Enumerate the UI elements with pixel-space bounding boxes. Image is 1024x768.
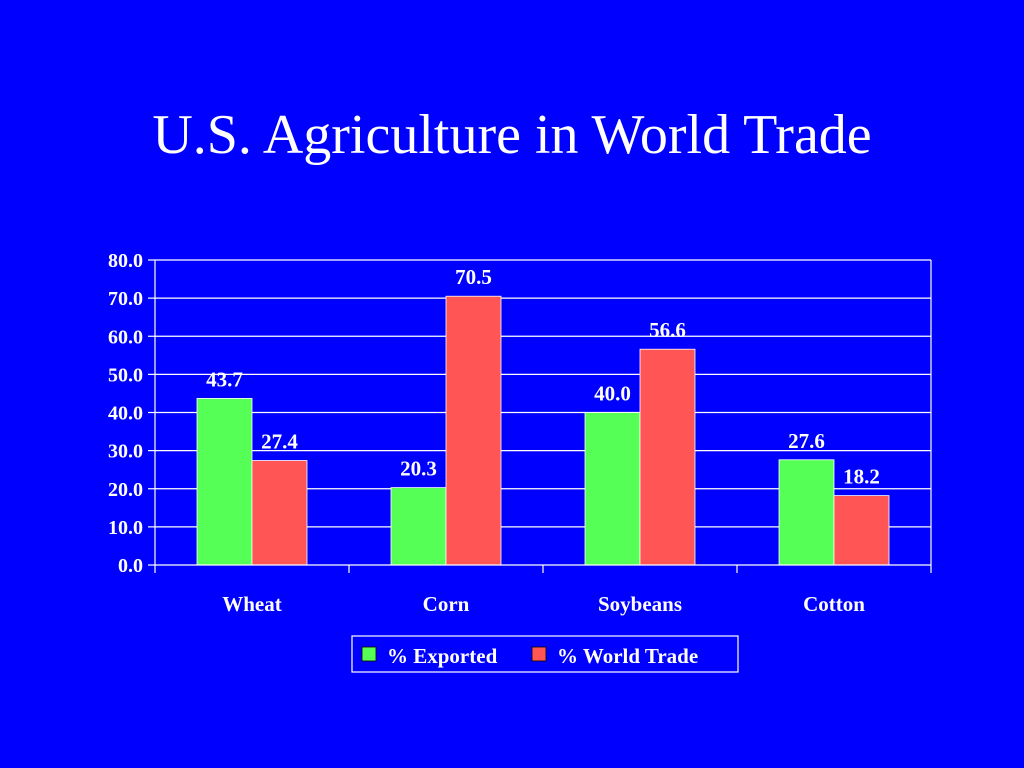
y-tick-label: 10.0 bbox=[108, 517, 143, 539]
data-label: 27.6 bbox=[788, 429, 825, 453]
slide-title: U.S. Agriculture in World Trade bbox=[152, 104, 872, 166]
legend-swatch bbox=[361, 646, 377, 662]
bar-exported-cotton bbox=[778, 459, 835, 566]
bar-exported-corn bbox=[390, 487, 447, 566]
y-tick-label: 60.0 bbox=[108, 326, 143, 348]
legend-label: % Exported bbox=[387, 644, 498, 668]
y-tick-label: 30.0 bbox=[108, 441, 143, 463]
data-labels: 43.7 27.4 20.3 70.5 40.0 56.6 27.6 18.2 bbox=[206, 265, 880, 488]
data-label: 27.4 bbox=[261, 430, 298, 454]
y-tick-label: 80.0 bbox=[108, 250, 143, 272]
y-tick-label: 0.0 bbox=[118, 555, 143, 577]
legend-label: % World Trade bbox=[557, 644, 698, 668]
category-label: Cotton bbox=[803, 592, 865, 616]
category-label: Soybeans bbox=[598, 592, 682, 616]
axes bbox=[148, 259, 932, 573]
bar-exported-soybeans bbox=[584, 412, 641, 566]
category-labels: Wheat Corn Soybeans Cotton bbox=[222, 592, 865, 616]
bars bbox=[196, 295, 890, 566]
y-tick-label: 70.0 bbox=[108, 288, 143, 310]
legend: % Exported % World Trade bbox=[351, 635, 739, 673]
bar-world-trade-wheat bbox=[251, 460, 308, 566]
data-label: 70.5 bbox=[455, 265, 492, 289]
y-tick-labels: 0.0 10.0 20.0 30.0 40.0 50.0 60.0 70.0 80.0 bbox=[108, 250, 143, 577]
data-label: 56.6 bbox=[649, 318, 686, 342]
bar-world-trade-soybeans bbox=[639, 348, 696, 566]
bar-exported-wheat bbox=[196, 397, 253, 566]
data-label: 40.0 bbox=[594, 382, 631, 406]
data-label: 20.3 bbox=[400, 457, 437, 481]
data-label: 18.2 bbox=[843, 465, 880, 489]
category-label: Wheat bbox=[222, 592, 282, 616]
legend-swatch bbox=[531, 646, 547, 662]
y-tick-label: 40.0 bbox=[108, 403, 143, 425]
category-label: Corn bbox=[423, 592, 470, 616]
bar-world-trade-corn bbox=[445, 295, 502, 566]
data-label: 43.7 bbox=[206, 367, 243, 391]
bar-world-trade-cotton bbox=[833, 495, 890, 566]
y-tick-label: 20.0 bbox=[108, 479, 143, 501]
y-tick-label: 50.0 bbox=[108, 364, 143, 386]
legend-box bbox=[351, 635, 739, 673]
